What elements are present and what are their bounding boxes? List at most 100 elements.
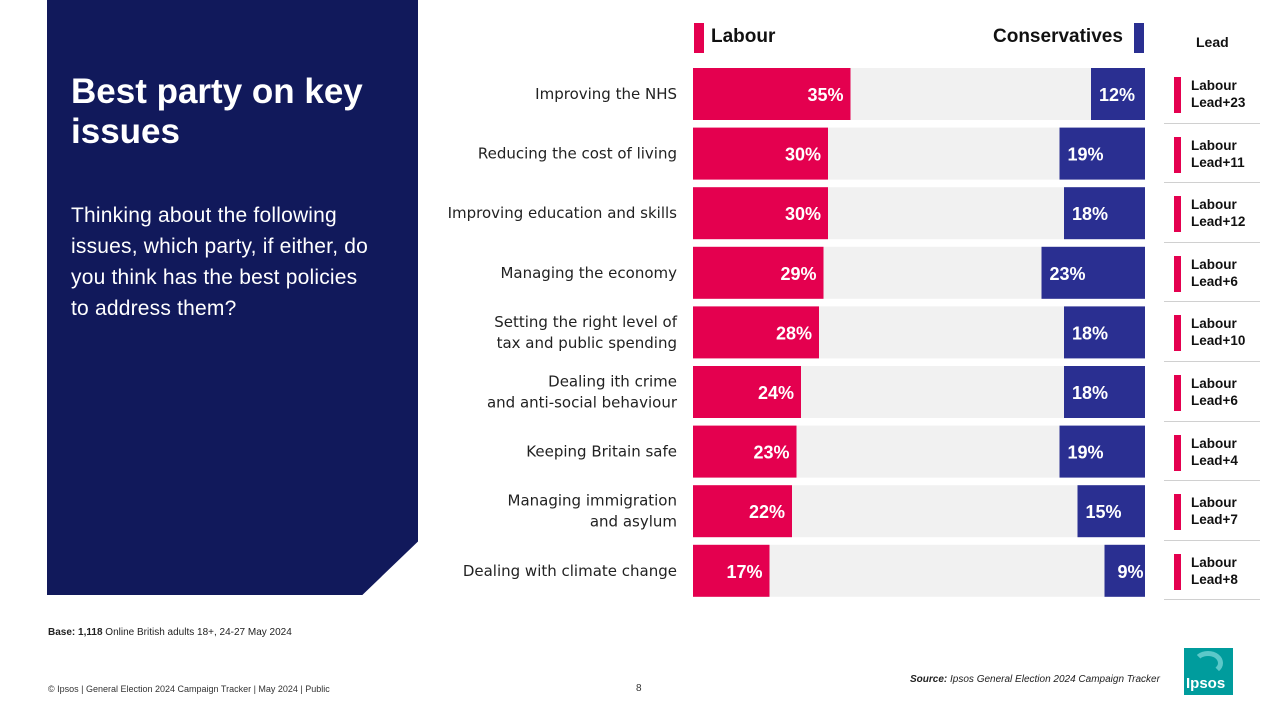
category-label-line: Managing immigration (508, 492, 678, 510)
bar-conservatives (1059, 425, 1145, 478)
lead-text: Labour Lead+6 (1191, 375, 1238, 408)
data-label-conservatives: 19% (1067, 443, 1103, 463)
data-label-conservatives: 19% (1067, 145, 1103, 165)
lead-item: Labour Lead+23 (1164, 64, 1260, 124)
category-label: Improving education and skills (448, 204, 678, 222)
lead-column-header: Lead (1196, 34, 1229, 50)
data-label-conservatives: 18% (1072, 323, 1108, 343)
bar-labour (693, 127, 828, 180)
base-label: Base: (48, 627, 76, 638)
lead-item: Labour Lead+7 (1164, 481, 1260, 541)
category-label-line: Keeping Britain safe (526, 443, 677, 461)
category-label-line: Dealing ith crime (548, 373, 677, 391)
bar-labour (693, 187, 828, 240)
data-label-labour: 30% (785, 204, 821, 224)
lead-marker (1174, 315, 1181, 352)
category-label: Keeping Britain safe (526, 443, 677, 461)
category-label: Improving the NHS (535, 85, 677, 103)
data-label-conservatives: 23% (1049, 264, 1085, 284)
lead-list: Labour Lead+23 Labour Lead+11 Labour Lead+… (1164, 64, 1260, 601)
category-label: Dealing ith crime and anti-social behavio… (487, 373, 678, 412)
category-label-line: and anti-social behaviour (487, 394, 678, 412)
category-label: Reducing the cost of living (478, 145, 677, 163)
bar-conservatives (1064, 366, 1145, 418)
category-label: Managing immigration and asylum (508, 492, 678, 531)
logo-curve-icon (1193, 651, 1223, 675)
lead-marker (1174, 77, 1181, 113)
bar-conservatives (1059, 127, 1145, 180)
legend-labour-label: Labour (711, 26, 776, 47)
bar-labour (693, 544, 770, 597)
survey-question: Thinking about the following issues, whi… (71, 204, 369, 320)
lead-text: Labour Lead+11 (1191, 137, 1245, 170)
data-label-conservatives: 12% (1099, 85, 1135, 105)
data-label-conservatives: 18% (1072, 204, 1108, 224)
bar-labour (693, 485, 792, 538)
bar-conservatives (1077, 485, 1145, 538)
lead-marker (1174, 494, 1181, 531)
lead-marker (1174, 434, 1181, 471)
bar-chart: 35% 12% Improving the NHS 30% 19% Reducing th… (448, 68, 1145, 597)
lead-marker (1174, 255, 1181, 292)
base-text: Online British adults 18+, 24-27 May 202… (105, 627, 292, 638)
category-label: Dealing with climate change (463, 562, 677, 580)
ipsos-logo: Ipsos (1184, 648, 1233, 695)
source-text: Ipsos General Election 2024 Campaign Tra… (950, 674, 1160, 685)
bar-labour (693, 306, 819, 359)
title-panel: Best party on key issues Thinking about … (47, 0, 418, 595)
lead-marker (1174, 553, 1181, 590)
category-label-line: Dealing with climate change (463, 562, 677, 580)
bar-conservatives (1064, 306, 1145, 359)
data-label-conservatives: 9% (1117, 562, 1143, 582)
data-label-labour: 17% (726, 562, 762, 582)
bar-labour (693, 68, 851, 120)
bar-conservatives (1104, 544, 1145, 597)
lead-text: Labour Lead+8 (1191, 554, 1238, 587)
bar-conservatives (1041, 246, 1145, 299)
data-label-labour: 23% (753, 443, 789, 463)
category-label-line: and asylum (590, 513, 677, 531)
category-label-line: Managing the economy (500, 264, 677, 282)
lead-marker (1174, 136, 1181, 173)
data-label-conservatives: 15% (1085, 502, 1121, 522)
data-label-labour: 28% (776, 323, 812, 343)
lead-text: Labour Lead+7 (1191, 495, 1238, 528)
lead-text: Labour Lead+23 (1191, 78, 1246, 110)
source-note: Source: Ipsos General Election 2024 Camp… (910, 674, 1160, 685)
category-label-line: tax and public spending (497, 334, 677, 352)
data-label-labour: 30% (785, 145, 821, 165)
lead-text: Labour Lead+12 (1191, 197, 1246, 230)
base-count: 1,118 (78, 627, 103, 638)
category-label-line: Setting the right level of (494, 313, 677, 331)
lead-item: Labour Lead+11 (1164, 124, 1260, 184)
bar-conservatives (1064, 187, 1145, 240)
lead-text: Labour Lead+4 (1191, 435, 1238, 468)
source-label: Source: (910, 674, 948, 685)
bar-conservatives (1091, 68, 1145, 120)
base-note: Base: 1,118 Online British adults 18+, 2… (48, 627, 292, 638)
lead-marker (1174, 374, 1181, 411)
legend-labour-swatch (694, 23, 704, 53)
lead-item: Labour Lead+6 (1164, 362, 1260, 422)
lead-marker (1174, 196, 1181, 233)
page-title: Best party on key issues (71, 72, 363, 151)
legend-conservatives-swatch (1134, 23, 1144, 53)
lead-item: Labour Lead+10 (1164, 302, 1260, 362)
category-label: Setting the right level of tax and public… (494, 313, 677, 352)
category-label-line: Improving the NHS (535, 85, 677, 103)
lead-text: Labour Lead+6 (1191, 256, 1238, 289)
bar-labour (693, 246, 824, 299)
lead-item: Labour Lead+6 (1164, 243, 1260, 303)
data-label-labour: 24% (758, 383, 794, 403)
category-label: Managing the economy (500, 264, 677, 282)
data-label-labour: 29% (780, 264, 816, 284)
lead-item: Labour Lead+4 (1164, 422, 1260, 482)
lead-item: Labour Lead+12 (1164, 183, 1260, 243)
page-number: 8 (636, 683, 642, 694)
data-label-labour: 35% (807, 85, 843, 105)
data-label-conservatives: 18% (1072, 383, 1108, 403)
legend-conservatives-label: Conservatives (993, 26, 1123, 47)
category-label-line: Reducing the cost of living (478, 145, 677, 163)
lead-item: Labour Lead+8 (1164, 541, 1260, 601)
logo-text: Ipsos (1186, 675, 1226, 692)
